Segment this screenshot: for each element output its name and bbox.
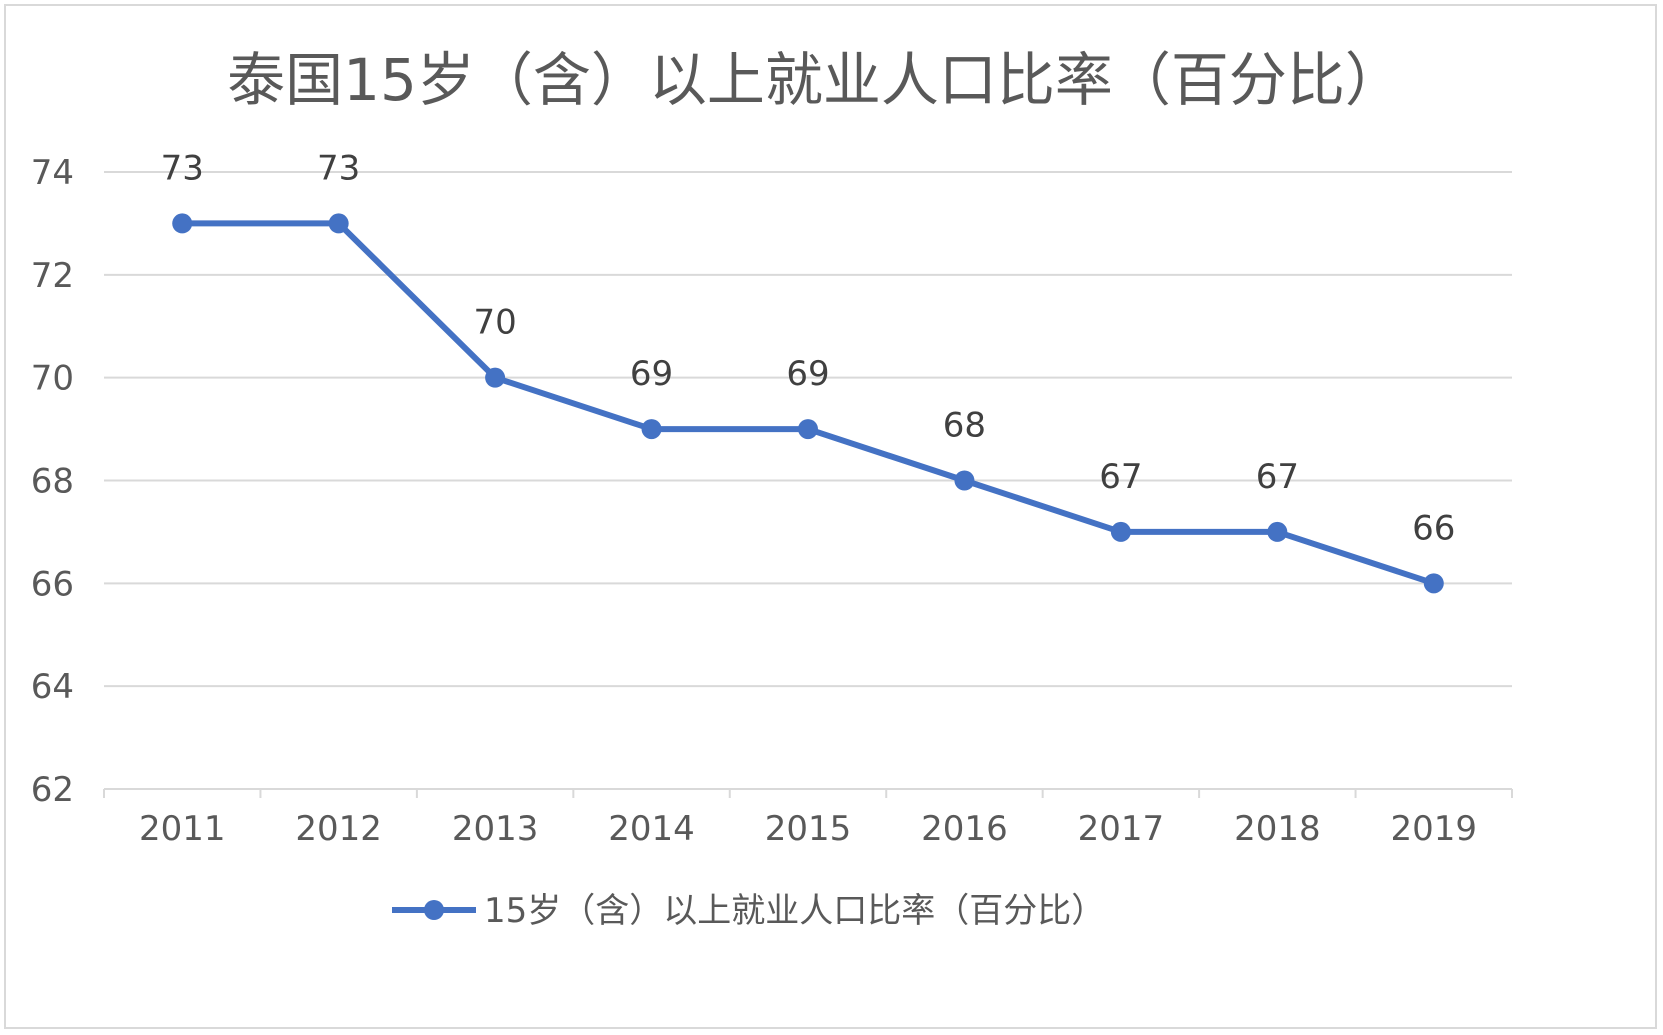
x-tick-label: 2019 <box>1391 809 1478 849</box>
x-tick-label: 2015 <box>765 809 852 849</box>
data-label: 70 <box>473 303 516 343</box>
data-point[interactable] <box>328 213 349 234</box>
y-tick-label: 64 <box>31 667 74 707</box>
data-point[interactable] <box>485 367 506 388</box>
data-label: 73 <box>317 148 360 188</box>
x-tick-label: 2017 <box>1078 809 1165 849</box>
y-tick-label: 68 <box>31 462 74 502</box>
data-labels: 73 73 70 69 69 68 67 67 66 <box>161 148 1456 548</box>
y-tick-label: 66 <box>31 564 74 604</box>
data-label: 69 <box>630 354 673 394</box>
data-point[interactable] <box>798 419 818 440</box>
data-point[interactable] <box>172 213 193 234</box>
y-axis: 62 64 66 68 70 72 74 <box>31 153 74 810</box>
series-line <box>179 220 1437 587</box>
y-tick-label: 70 <box>31 359 74 399</box>
data-label: 69 <box>786 354 829 394</box>
data-label: 67 <box>1099 457 1142 497</box>
x-tick-label: 2018 <box>1234 809 1321 849</box>
chart-title: 泰国15岁（含）以上就业人口比率（百分比） <box>227 46 1403 114</box>
gridlines <box>104 171 1512 688</box>
x-tick-label: 2012 <box>295 809 382 849</box>
legend-label: 15岁（含）以上就业人口比率（百分比） <box>484 891 1105 931</box>
y-tick-label: 72 <box>31 256 74 296</box>
x-tick-label: 2016 <box>921 809 1008 849</box>
data-label: 73 <box>161 148 204 188</box>
legend[interactable]: 15岁（含）以上就业人口比率（百分比） <box>392 891 1105 931</box>
data-point[interactable] <box>1267 521 1288 542</box>
x-tick-label: 2013 <box>452 809 539 849</box>
data-label: 68 <box>943 406 986 446</box>
x-axis: 2011 2012 2013 2014 2015 2016 2017 2018 2019 <box>103 788 1513 849</box>
x-tick-label: 2011 <box>139 809 226 849</box>
y-tick-label: 62 <box>31 770 74 810</box>
data-point[interactable] <box>1110 521 1131 542</box>
chart-frame <box>4 4 1657 1029</box>
data-point[interactable] <box>1423 573 1444 594</box>
data-label: 67 <box>1256 457 1299 497</box>
legend-marker-dot <box>424 900 444 920</box>
x-tick-label: 2014 <box>608 809 695 849</box>
y-tick-label: 74 <box>31 153 74 193</box>
data-point[interactable] <box>954 470 975 491</box>
data-point[interactable] <box>641 419 662 440</box>
series-group <box>172 213 1444 594</box>
data-label: 66 <box>1412 508 1455 548</box>
